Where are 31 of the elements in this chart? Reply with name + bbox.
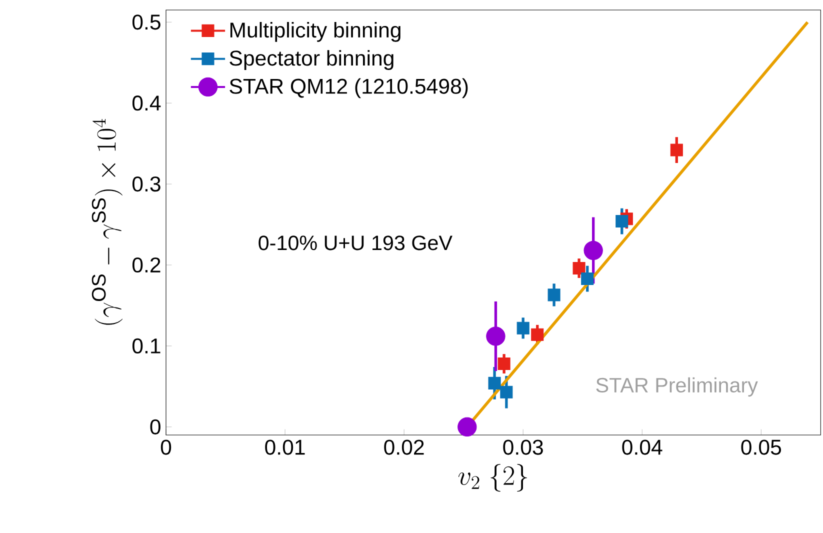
x-tick-label: 0.01 [265, 440, 305, 455]
point [500, 386, 513, 398]
y-tick-label: 0.4 [132, 96, 161, 111]
x-axis-title: $v_{2}\ \{2\}$ [458, 464, 527, 492]
point [584, 240, 603, 260]
point [498, 357, 510, 370]
point [670, 144, 683, 156]
x-tick-label: 0.04 [622, 440, 662, 455]
point [531, 328, 544, 341]
point [488, 376, 501, 390]
point [548, 288, 560, 302]
annotation: STAR Preliminary [596, 377, 758, 397]
x-tick-label: 0 [160, 440, 172, 455]
point [572, 262, 586, 275]
point [458, 417, 477, 437]
y-tick-label: 0 [150, 419, 160, 434]
y-tick-label: 0.2 [132, 257, 160, 273]
point [516, 322, 530, 334]
legend-label: Multiplicity binning [230, 22, 400, 42]
y-tick-label: 0.3 [132, 176, 160, 192]
x-tick-label: 0.02 [384, 440, 424, 455]
point [486, 326, 506, 346]
legend-label: Spectator binning [230, 50, 394, 70]
point [581, 272, 594, 286]
legend-label: STAR QM12 (1210.5498) [230, 78, 468, 98]
y-tick-label: 0.1 [132, 338, 160, 354]
annotation: 0-10% U+U 193 GeV [258, 236, 452, 250]
x-tick-label: 0.05 [741, 440, 782, 455]
y-tick-label: 0.5 [132, 14, 160, 30]
x-tick-label: 0.03 [503, 440, 543, 455]
y-axis-title: $(\gamma^{\mathrm{OS}}-\gamma^{\mathrm{SS}}) \times 10^{4}$ [92, 118, 123, 325]
